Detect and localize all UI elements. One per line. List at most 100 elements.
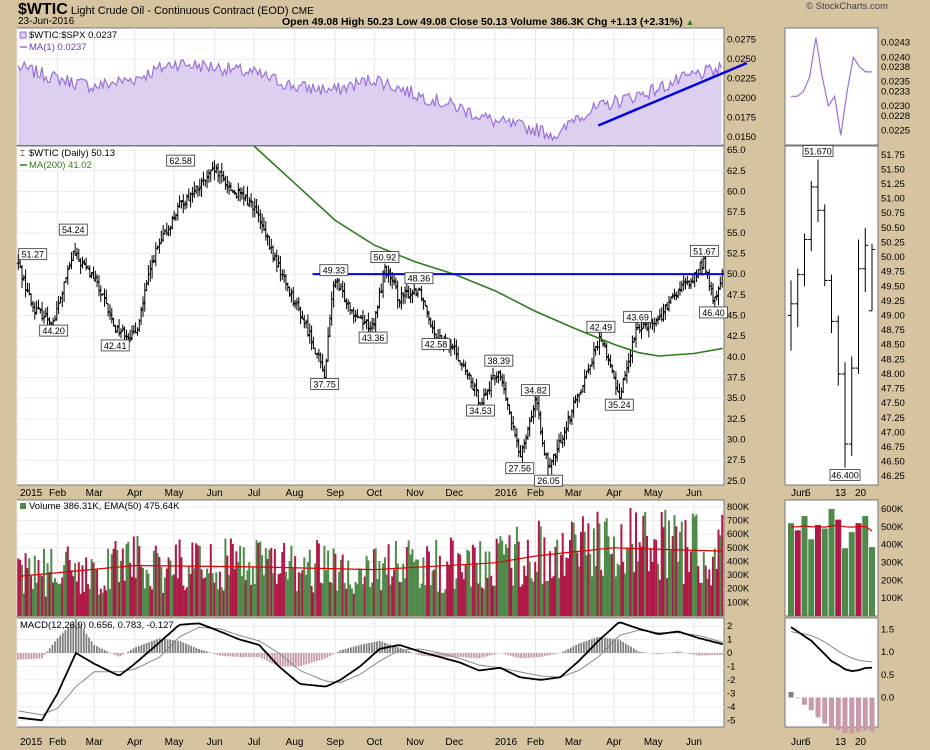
volume-bar xyxy=(361,584,364,616)
macd-histogram-bar xyxy=(543,653,546,657)
volume-bar xyxy=(603,521,606,616)
macd-histogram-bar xyxy=(69,624,72,653)
macd-histogram-bar xyxy=(483,653,486,657)
price-zoom-tick-label: 49.00 xyxy=(881,311,905,322)
volume-bar xyxy=(470,586,473,616)
macd-histogram-bar xyxy=(706,653,708,656)
volume-bar xyxy=(303,557,306,616)
volume-tick-label: 100K xyxy=(727,597,750,608)
price-annotation-box xyxy=(521,384,550,397)
macd-histogram-bar xyxy=(48,648,51,653)
macd-histogram-bar xyxy=(457,653,460,657)
volume-bar xyxy=(402,563,405,616)
volume-zoom-tick-label: 500K xyxy=(881,522,904,533)
macd-histogram-bar xyxy=(20,653,22,660)
macd-histogram-bar xyxy=(22,653,25,660)
volume-bar xyxy=(242,547,245,616)
macd-histogram-bar xyxy=(192,646,195,653)
macd-zoom-tick-label: 0.5 xyxy=(881,670,894,681)
volume-bar xyxy=(251,566,254,616)
price-x-tick-label: Feb xyxy=(49,488,67,499)
volume-bar xyxy=(228,575,231,616)
volume-bar xyxy=(429,585,432,616)
macd-zoom-x-tick-label: 6 xyxy=(805,737,811,748)
volume-bar xyxy=(444,589,447,616)
volume-bar xyxy=(426,546,429,616)
macd-histogram-bar xyxy=(253,653,255,657)
price-x-tick-label: Nov xyxy=(406,488,424,499)
volume-bar xyxy=(87,584,89,616)
volume-bar xyxy=(589,554,592,616)
volume-bar xyxy=(543,537,546,616)
macd-histogram-bar xyxy=(572,646,575,653)
ohlc-summary: Open 49.08 High 50.23 Low 49.08 Close 50… xyxy=(282,16,695,28)
volume-bar xyxy=(477,583,480,616)
volume-bar xyxy=(266,558,269,616)
macd-histogram-bar xyxy=(263,653,266,660)
price-zoom-x-tick-label: 13 xyxy=(835,488,847,499)
macd-histogram-bar xyxy=(30,653,33,659)
volume-bar xyxy=(140,566,143,616)
volume-bar xyxy=(262,575,265,616)
price-x-tick-label: Feb xyxy=(527,488,545,499)
volume-bar xyxy=(521,584,524,616)
volume-bar xyxy=(453,588,456,616)
volume-bar xyxy=(70,570,73,616)
macd-histogram-bar xyxy=(174,640,177,653)
volume-bar xyxy=(187,566,190,616)
macd-zoom-histogram-bar xyxy=(808,697,814,711)
ratio-zoom-tick-label: 0.0233 xyxy=(881,86,910,97)
volume-bar xyxy=(290,545,293,616)
macd-histogram-bar xyxy=(588,640,590,653)
volume-bar xyxy=(176,578,179,616)
volume-bar xyxy=(398,581,401,616)
volume-bar xyxy=(596,511,599,616)
macd-histogram-bar xyxy=(507,653,509,656)
price-x-tick-label: Mar xyxy=(565,488,583,499)
volume-bar xyxy=(30,575,33,616)
macd-histogram-bar xyxy=(713,653,716,655)
volume-bar xyxy=(325,570,328,616)
ratio-legend-swatch xyxy=(19,31,27,39)
macd-zoom-x-tick-label: Jun xyxy=(791,737,807,748)
volume-bar xyxy=(561,532,564,616)
macd-histogram-bar xyxy=(604,637,606,653)
volume-bar xyxy=(107,548,110,616)
volume-bar xyxy=(578,566,581,616)
macd-x-tick-label: Jun xyxy=(686,737,702,748)
macd-histogram-bar xyxy=(619,640,622,653)
price-annotation: 43.69 xyxy=(626,312,649,322)
price-annotation-box xyxy=(358,331,388,344)
volume-bar xyxy=(647,571,650,616)
volume-bar xyxy=(673,515,676,616)
macd-histogram-bar xyxy=(363,644,365,653)
volume-bar xyxy=(240,576,243,616)
volume-bar xyxy=(103,585,106,616)
volume-bar xyxy=(669,550,672,616)
macd-histogram-bar xyxy=(389,644,391,653)
volume-bar xyxy=(305,574,308,616)
volume-bar xyxy=(396,563,399,616)
volume-bar xyxy=(99,588,102,616)
volume-bar xyxy=(332,548,335,616)
volume-bar xyxy=(583,531,586,616)
macd-histogram-bar xyxy=(72,622,75,653)
macd-histogram-bar xyxy=(635,650,638,653)
macd-histogram-bar xyxy=(700,653,703,656)
macd-histogram-bar xyxy=(703,653,706,656)
price-tick-label: 45.0 xyxy=(727,311,746,322)
macd-histogram-bar xyxy=(638,651,640,653)
price-annotation: 49.33 xyxy=(323,266,346,276)
volume-bar xyxy=(327,550,330,616)
volume-bar xyxy=(591,576,593,616)
volume-bar xyxy=(345,588,348,616)
macd-histogram-bar xyxy=(533,653,536,658)
macd-histogram-bar xyxy=(145,643,148,653)
ratio-zoom-tick-label: 0.0228 xyxy=(881,111,910,122)
price-zoom-tick-label: 46.25 xyxy=(881,471,905,482)
volume-bar xyxy=(156,553,159,616)
macd-histogram-bar xyxy=(721,653,724,655)
volume-bar xyxy=(120,560,122,616)
macd-histogram-bar xyxy=(355,646,357,653)
volume-bar xyxy=(701,582,703,616)
